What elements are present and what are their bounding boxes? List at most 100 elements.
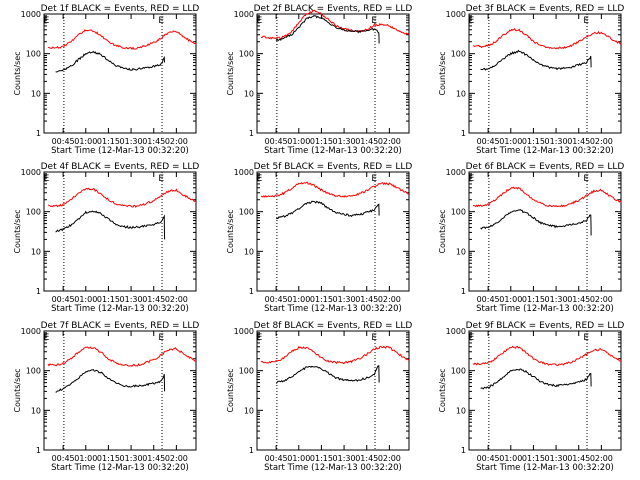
y-tick-label: 10 xyxy=(31,247,41,256)
x-tick-label: 02:00 xyxy=(378,454,401,463)
marker-label: E xyxy=(44,16,50,26)
panel-title: Det 5f BLACK = Events, RED = LLD xyxy=(254,162,413,172)
panel-6: Det 6f BLACK = Events, RED = LLD E E 1 10 100… xyxy=(438,162,624,314)
y-axis-label: Counts/sec xyxy=(438,209,447,253)
y-tick-label: 1000 xyxy=(234,10,254,19)
y-tick-label: 1 xyxy=(36,287,41,296)
x-axis-label: Start Time (12-Mar-13 00:32:20) xyxy=(264,463,402,473)
marker-label: E xyxy=(44,333,50,343)
x-tick-label: 00:45 xyxy=(477,137,500,146)
plot-frame xyxy=(43,330,197,451)
lld-series-line xyxy=(47,29,197,51)
marker-label: E xyxy=(583,333,589,343)
y-tick-label: 100 xyxy=(239,367,254,376)
y-tick-label: 1000 xyxy=(21,168,41,177)
x-tick-label: 01:30 xyxy=(333,454,356,463)
x-tick-label: 01:30 xyxy=(545,137,568,146)
y-tick-label: 1 xyxy=(36,446,41,455)
marker-label: E xyxy=(469,16,475,26)
y-tick-label: 100 xyxy=(239,208,254,217)
x-tick-label: 01:45 xyxy=(355,454,378,463)
plot-frame xyxy=(256,171,410,292)
y-tick-label: 1000 xyxy=(446,168,466,177)
marker-label: E xyxy=(257,174,263,184)
marker-label: E xyxy=(371,174,377,184)
x-tick-label: 01:15 xyxy=(310,137,333,146)
marker-label: E xyxy=(158,333,164,343)
panel-3: Det 3f BLACK = Events, RED = LLD E E 1 10 100… xyxy=(438,4,624,156)
x-tick-label: 00:45 xyxy=(52,454,75,463)
lld-series-line xyxy=(472,28,621,50)
y-tick-label: 1000 xyxy=(21,327,41,336)
x-tick-label: 00:45 xyxy=(52,137,75,146)
marker-label: E xyxy=(371,333,377,343)
y-tick-label: 10 xyxy=(31,89,41,98)
y-tick-label: 1000 xyxy=(21,10,41,19)
y-tick-label: 1000 xyxy=(446,10,466,19)
panel-title: Det 3f BLACK = Events, RED = LLD xyxy=(466,4,625,14)
x-axis-label: Start Time (12-Mar-13 00:32:20) xyxy=(264,146,402,156)
y-tick-label: 1 xyxy=(461,129,466,138)
y-tick-label: 1000 xyxy=(234,168,254,177)
y-tick-label: 100 xyxy=(26,50,41,59)
events-series-line xyxy=(275,365,380,384)
y-axis-label: Counts/sec xyxy=(13,368,22,412)
events-series-line xyxy=(55,50,166,73)
lld-series-line xyxy=(260,345,410,365)
x-tick-label: 02:00 xyxy=(165,137,188,146)
x-tick-label: 01:15 xyxy=(522,295,545,304)
x-tick-label: 01:15 xyxy=(97,295,120,304)
x-tick-label: 02:00 xyxy=(590,295,613,304)
x-tick-label: 01:45 xyxy=(355,137,378,146)
events-series-line xyxy=(55,210,166,240)
marker-label: E xyxy=(158,174,164,184)
x-tick-label: 01:00 xyxy=(287,295,310,304)
x-tick-label: 01:45 xyxy=(142,137,165,146)
marker-label: E xyxy=(257,333,263,343)
marker-label: E xyxy=(583,16,589,26)
events-series-line xyxy=(480,209,592,236)
x-axis-label: Start Time (12-Mar-13 00:32:20) xyxy=(476,463,614,473)
panel-1: Det 1f BLACK = Events, RED = LLD E E 1 10 100… xyxy=(13,4,199,156)
x-tick-label: 01:30 xyxy=(120,295,143,304)
panel-title: Det 6f BLACK = Events, RED = LLD xyxy=(466,162,625,172)
y-axis-label: Counts/sec xyxy=(13,51,22,95)
y-tick-label: 100 xyxy=(239,50,254,59)
x-tick-label: 02:00 xyxy=(165,454,188,463)
y-tick-label: 1000 xyxy=(446,327,466,336)
y-tick-label: 100 xyxy=(451,50,466,59)
x-tick-label: 01:30 xyxy=(120,454,143,463)
lld-series-line xyxy=(47,346,197,368)
x-tick-label: 01:00 xyxy=(499,295,522,304)
x-tick-label: 01:00 xyxy=(74,295,97,304)
panel-title: Det 4f BLACK = Events, RED = LLD xyxy=(41,162,200,172)
plot-frame xyxy=(256,13,410,134)
marker-label: E xyxy=(371,16,377,26)
panel-5: Det 5f BLACK = Events, RED = LLD E E 1 10 100… xyxy=(226,162,412,314)
x-tick-label: 01:15 xyxy=(97,454,120,463)
y-axis-label: Counts/sec xyxy=(438,368,447,412)
y-tick-label: 1 xyxy=(461,446,466,455)
y-tick-label: 100 xyxy=(26,367,41,376)
panel-title: Det 2f BLACK = Events, RED = LLD xyxy=(254,4,413,14)
y-tick-label: 1 xyxy=(36,129,41,138)
x-axis-label: Start Time (12-Mar-13 00:32:20) xyxy=(264,304,402,314)
x-tick-label: 00:45 xyxy=(265,295,288,304)
x-axis-label: Start Time (12-Mar-13 00:32:20) xyxy=(51,463,189,473)
x-tick-label: 01:45 xyxy=(567,137,590,146)
x-axis-label: Start Time (12-Mar-13 00:32:20) xyxy=(51,304,189,314)
y-axis-label: Counts/sec xyxy=(438,51,447,95)
plot-frame xyxy=(43,13,197,134)
x-tick-label: 01:30 xyxy=(545,454,568,463)
events-series-line xyxy=(275,15,380,44)
y-tick-label: 10 xyxy=(244,406,254,415)
lld-series-line xyxy=(260,9,410,40)
marker-label: E xyxy=(158,16,164,26)
y-tick-label: 10 xyxy=(31,406,41,415)
lld-series-line xyxy=(472,186,622,208)
marker-label: E xyxy=(469,333,475,343)
x-tick-label: 02:00 xyxy=(378,137,401,146)
marker-label: E xyxy=(469,174,475,184)
events-series-line xyxy=(480,49,592,71)
x-tick-label: 01:30 xyxy=(333,137,356,146)
